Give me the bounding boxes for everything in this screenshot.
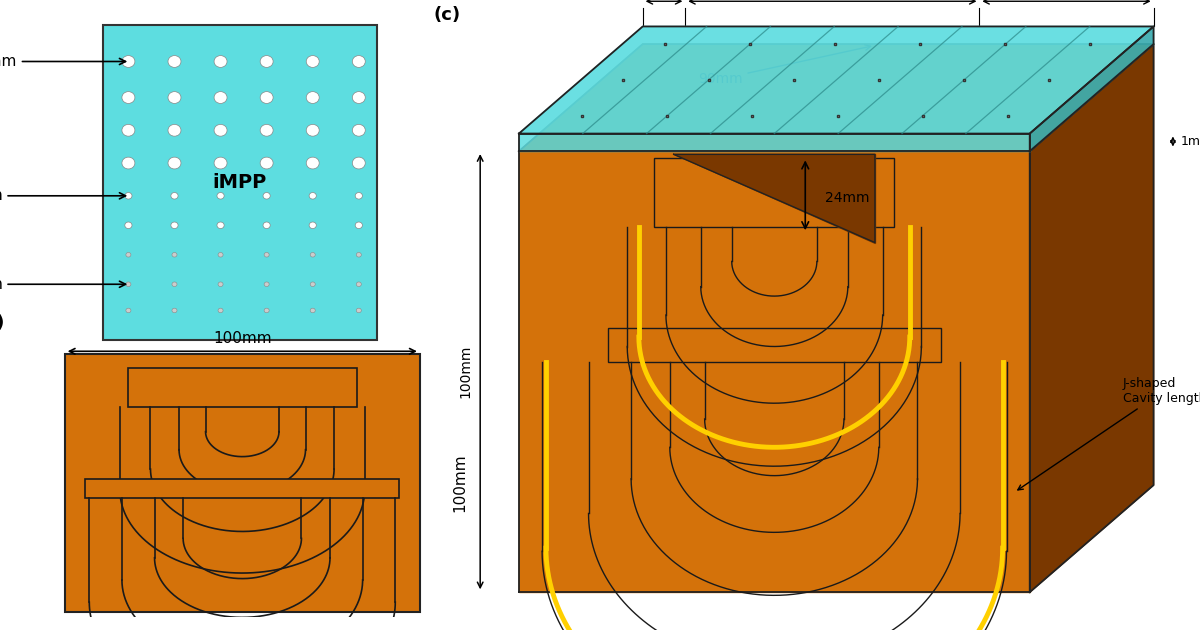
Circle shape: [126, 282, 131, 287]
Text: J-shaped
Cavity length: J-shaped Cavity length: [1018, 377, 1200, 490]
Circle shape: [218, 253, 223, 257]
Circle shape: [355, 222, 362, 229]
Circle shape: [311, 282, 316, 287]
Bar: [103, 25, 377, 340]
Circle shape: [264, 308, 269, 312]
Text: 100mm: 100mm: [452, 454, 468, 512]
Circle shape: [170, 222, 178, 229]
Text: iMPP: iMPP: [212, 173, 268, 192]
Circle shape: [168, 157, 181, 169]
Circle shape: [218, 282, 223, 287]
Circle shape: [264, 253, 269, 257]
Circle shape: [172, 253, 178, 257]
Circle shape: [214, 157, 227, 169]
Text: 90mm: 90mm: [698, 45, 871, 86]
Circle shape: [122, 124, 134, 136]
Text: 100mm: 100mm: [212, 331, 271, 346]
Bar: [608, 328, 941, 362]
Circle shape: [170, 193, 178, 199]
Circle shape: [356, 308, 361, 312]
Circle shape: [217, 193, 224, 199]
Circle shape: [310, 193, 317, 199]
Polygon shape: [518, 151, 1030, 592]
Polygon shape: [673, 154, 875, 243]
Circle shape: [353, 124, 365, 136]
Text: 0.8 mm: 0.8 mm: [0, 188, 126, 203]
Circle shape: [264, 282, 269, 287]
Circle shape: [217, 222, 224, 229]
Circle shape: [306, 55, 319, 67]
Circle shape: [125, 193, 132, 199]
Text: (b): (b): [0, 314, 5, 332]
Text: (c): (c): [433, 6, 461, 25]
Bar: [654, 158, 894, 227]
Circle shape: [218, 308, 223, 312]
Circle shape: [126, 253, 131, 257]
Circle shape: [353, 157, 365, 169]
Circle shape: [355, 193, 362, 199]
Bar: [85, 479, 400, 498]
Circle shape: [263, 222, 270, 229]
Circle shape: [263, 193, 270, 199]
Circle shape: [306, 91, 319, 103]
Circle shape: [310, 222, 317, 229]
Circle shape: [168, 91, 181, 103]
Text: 24mm: 24mm: [824, 192, 869, 205]
Circle shape: [353, 55, 365, 67]
Circle shape: [126, 308, 131, 312]
Circle shape: [356, 282, 361, 287]
Text: 1mm: 1mm: [1181, 135, 1200, 148]
Circle shape: [356, 253, 361, 257]
Circle shape: [172, 308, 178, 312]
Circle shape: [260, 55, 274, 67]
Circle shape: [168, 124, 181, 136]
Circle shape: [311, 253, 316, 257]
Circle shape: [311, 308, 316, 312]
Polygon shape: [518, 134, 1030, 151]
Circle shape: [122, 157, 134, 169]
Bar: [128, 368, 356, 407]
Circle shape: [122, 91, 134, 103]
Circle shape: [260, 124, 274, 136]
Circle shape: [353, 91, 365, 103]
Circle shape: [122, 55, 134, 67]
Bar: [65, 354, 420, 612]
Circle shape: [306, 124, 319, 136]
Circle shape: [172, 282, 178, 287]
Circle shape: [214, 55, 227, 67]
Circle shape: [260, 91, 274, 103]
Circle shape: [306, 157, 319, 169]
Text: 100mm: 100mm: [458, 345, 473, 398]
Circle shape: [260, 157, 274, 169]
Polygon shape: [1030, 44, 1153, 592]
Text: 1mm: 1mm: [0, 54, 126, 69]
Polygon shape: [1030, 26, 1153, 151]
Circle shape: [168, 55, 181, 67]
Polygon shape: [518, 44, 1153, 151]
Text: 0.9 mm: 0.9 mm: [0, 277, 126, 292]
Polygon shape: [518, 26, 1153, 134]
Circle shape: [214, 124, 227, 136]
Circle shape: [125, 222, 132, 229]
Circle shape: [214, 91, 227, 103]
